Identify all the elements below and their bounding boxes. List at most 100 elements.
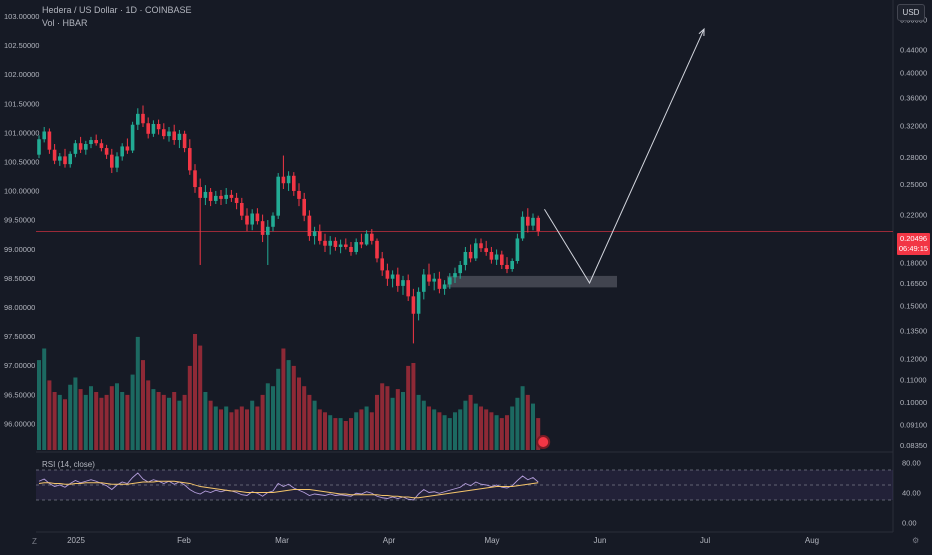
candle-body bbox=[411, 296, 416, 314]
candle-body bbox=[453, 273, 457, 278]
candle-body bbox=[349, 246, 353, 252]
candle-body bbox=[146, 123, 150, 134]
candle-body bbox=[474, 243, 478, 259]
right-axis-tick: 0.12000 bbox=[900, 355, 927, 364]
volume-bar bbox=[499, 418, 504, 450]
volume-bar bbox=[317, 409, 322, 450]
volume-bar bbox=[484, 409, 489, 450]
candle-body bbox=[505, 264, 509, 270]
candle-body bbox=[52, 149, 57, 161]
right-axis-tick: 0.09100 bbox=[900, 421, 927, 430]
candle-body bbox=[198, 187, 202, 198]
volume-bar bbox=[453, 412, 457, 450]
candle-body bbox=[385, 270, 390, 279]
volume-bar bbox=[364, 406, 369, 450]
candle-body bbox=[448, 277, 452, 285]
candle-body bbox=[401, 280, 405, 286]
right-axis-tick: 0.15000 bbox=[900, 302, 927, 311]
candle-body bbox=[338, 244, 343, 247]
volume-bar bbox=[146, 380, 151, 450]
volume-bar bbox=[380, 383, 385, 450]
candle-body bbox=[224, 194, 228, 199]
volume-bar bbox=[250, 400, 255, 450]
left-axis-tick: 97.00000 bbox=[4, 361, 35, 370]
candle-body bbox=[130, 124, 135, 151]
volume-bar bbox=[255, 406, 260, 450]
left-axis-tick: 96.00000 bbox=[4, 419, 35, 428]
volume-bar bbox=[167, 397, 171, 450]
volume-bar bbox=[437, 412, 442, 450]
volume-bar bbox=[193, 334, 197, 450]
volume-bar bbox=[359, 409, 364, 450]
candle-body bbox=[364, 233, 369, 245]
volume-bar bbox=[447, 418, 452, 450]
candle-body bbox=[120, 146, 124, 157]
volume-bar bbox=[94, 392, 99, 450]
volume-bar bbox=[343, 421, 348, 450]
candle-body bbox=[380, 258, 384, 271]
candle-body bbox=[375, 240, 379, 259]
rsi-label[interactable]: RSI (14, close) bbox=[42, 460, 95, 469]
right-axis-tick: 0.40000 bbox=[900, 68, 927, 77]
rsi-axis-tick: 40.00 bbox=[902, 489, 921, 498]
candle-body bbox=[255, 213, 260, 222]
volume-bar bbox=[416, 394, 421, 450]
volume-bar bbox=[505, 415, 509, 450]
candle-body bbox=[245, 215, 249, 225]
gear-icon[interactable]: ⚙ bbox=[912, 536, 920, 545]
candle-body bbox=[229, 194, 234, 198]
candle-body bbox=[125, 146, 130, 151]
candle-body bbox=[323, 240, 327, 246]
candle-body bbox=[328, 240, 332, 246]
candle-body bbox=[468, 251, 473, 259]
right-axis-tick: 0.13500 bbox=[900, 327, 927, 336]
rsi-axis-tick: 0.00 bbox=[902, 519, 917, 528]
volume-bar bbox=[354, 412, 359, 450]
right-axis-tick: 0.11000 bbox=[900, 375, 927, 384]
volume-bar bbox=[265, 383, 270, 450]
candle-body bbox=[307, 215, 312, 237]
candle-body bbox=[156, 123, 161, 130]
candle-body bbox=[526, 216, 530, 226]
volume-bar bbox=[57, 394, 62, 450]
volume-bar bbox=[520, 386, 525, 450]
candle-body bbox=[104, 148, 109, 155]
timezone-icon[interactable]: Z bbox=[32, 537, 37, 546]
left-axis-tick: 101.00000 bbox=[4, 128, 39, 137]
volume-bar bbox=[515, 397, 520, 450]
candle-body bbox=[390, 274, 395, 279]
volume-bar bbox=[494, 415, 499, 450]
candle-body bbox=[234, 197, 239, 203]
candle-body bbox=[510, 260, 514, 270]
volume-bar bbox=[89, 386, 93, 450]
volume-bar bbox=[245, 409, 249, 450]
candle-body bbox=[203, 191, 208, 198]
candle-body bbox=[292, 175, 296, 191]
currency-button[interactable]: USD bbox=[897, 4, 925, 21]
volume-bar bbox=[297, 377, 301, 450]
candle-body bbox=[136, 113, 140, 125]
volume-bar bbox=[323, 412, 327, 450]
volume-label[interactable]: Vol · HBAR bbox=[42, 18, 88, 28]
candle-body bbox=[188, 148, 192, 171]
volume-bar bbox=[37, 360, 41, 450]
left-axis-tick: 102.00000 bbox=[4, 70, 39, 79]
left-axis-tick: 99.50000 bbox=[4, 216, 35, 225]
right-axis-tick: 0.25000 bbox=[900, 180, 927, 189]
volume-bar bbox=[468, 394, 473, 450]
x-axis-tick: Apr bbox=[383, 536, 396, 545]
symbol-title[interactable]: Hedera / US Dollar · 1D · COINBASE bbox=[42, 5, 192, 15]
candle-body bbox=[515, 238, 520, 261]
x-axis-tick: Feb bbox=[177, 536, 191, 545]
candle-body bbox=[458, 264, 462, 274]
candle-body bbox=[141, 113, 145, 124]
candle-body bbox=[484, 248, 488, 252]
volume-bar bbox=[479, 406, 483, 450]
candle-body bbox=[489, 251, 494, 260]
volume-bar bbox=[42, 348, 47, 450]
volume-bar bbox=[401, 392, 405, 450]
candle-body bbox=[281, 176, 286, 184]
volume-bar bbox=[271, 386, 275, 450]
